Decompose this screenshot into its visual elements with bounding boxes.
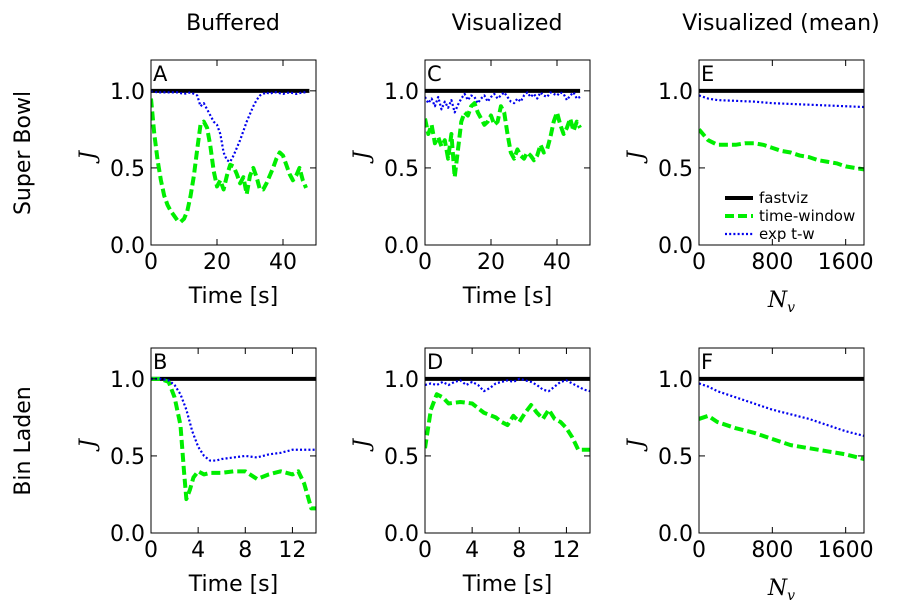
plot-frame	[424, 59, 591, 246]
y-tick-label: 1.0	[658, 80, 693, 105]
y-axis-label: J	[350, 150, 375, 164]
x-tick-label: 12	[278, 538, 306, 563]
y-axis-label: J	[76, 438, 101, 452]
x-axis-label: Time [s]	[188, 572, 278, 597]
y-tick-label: 0.0	[384, 522, 419, 547]
x-tick-label: 0	[418, 250, 432, 275]
y-tick-label: 0.0	[384, 234, 419, 259]
plot-frame	[698, 347, 865, 534]
y-axis-label: J	[624, 150, 649, 164]
panel-d: 0 4 8 12 0.0 0.5 1.0 D J Time [s]	[350, 347, 591, 597]
x-tick-label: 0	[144, 538, 158, 563]
series-group	[151, 88, 310, 224]
x-tick-label: 20	[203, 250, 231, 275]
column-title-visualized: Visualized	[452, 11, 563, 36]
x-tick-label: 40	[269, 250, 297, 275]
y-axis-label: J	[350, 438, 375, 452]
series-line-exp-t-w	[425, 377, 590, 393]
row-title-bin-laden: Bin Laden	[11, 386, 36, 495]
series-line-exp-t-w	[151, 89, 307, 163]
series-group	[425, 88, 582, 180]
panel-letter: F	[701, 350, 713, 374]
y-axis-label: J	[76, 150, 101, 164]
x-tick-label: 20	[477, 250, 505, 275]
x-tick-label: 800	[751, 538, 793, 563]
x-tick-label: 0	[692, 250, 706, 275]
y-tick-label: 0.5	[110, 445, 145, 470]
x-tick-label: 4	[465, 538, 479, 563]
x-tick-label: 8	[512, 538, 526, 563]
y-tick-label: 1.0	[384, 368, 419, 393]
row-title-super-bowl: Super Bowl	[11, 91, 36, 215]
panel-letter: E	[701, 62, 714, 86]
panel-e: 0 800 1600 0.0 0.5 1.0 E J Nv fastviztime-windowe…	[624, 59, 874, 316]
y-tick-label: 0.5	[658, 157, 693, 182]
legend-label-fastviz: fastviz	[759, 189, 808, 207]
x-tick-label: 4	[191, 538, 205, 563]
panel-letter: C	[427, 62, 442, 86]
y-tick-label: 0.5	[384, 157, 419, 182]
y-tick-label: 0.5	[110, 157, 145, 182]
x-axis-label: Nv	[767, 288, 795, 316]
legend-label-time-window: time-window	[759, 207, 855, 225]
panel-letter: D	[427, 350, 443, 374]
y-tick-label: 0.0	[110, 522, 145, 547]
panel-a: 0 20 40 0.0 0.5 1.0 A J Time [s]	[76, 59, 317, 309]
x-tick-label: 40	[543, 250, 571, 275]
series-group	[699, 88, 864, 172]
y-tick-label: 0.0	[658, 234, 693, 259]
series-line-exp-t-w	[699, 94, 864, 109]
series-line-exp-t-w	[425, 91, 581, 114]
x-tick-label: 1600	[818, 250, 874, 275]
panel-letter: B	[153, 350, 167, 374]
panel-f: 0 800 1600 0.0 0.5 1.0 F J Nv	[624, 347, 874, 600]
x-tick-label: 0	[418, 538, 432, 563]
x-axis-label: Nv	[767, 576, 795, 600]
panel-c: 0 20 40 0.0 0.5 1.0 C J Time [s]	[350, 59, 591, 309]
x-tick-label: 8	[238, 538, 252, 563]
panel-b: 0 4 8 12 0.0 0.5 1.0 B J Time [s]	[76, 347, 317, 597]
y-tick-label: 1.0	[110, 368, 145, 393]
plot-frame	[150, 59, 317, 246]
x-axis-label: Time [s]	[462, 284, 552, 309]
series-line-exp-t-w	[699, 382, 864, 437]
panel-letter: A	[153, 62, 168, 86]
y-tick-label: 0.0	[658, 522, 693, 547]
y-tick-label: 1.0	[110, 80, 145, 105]
plot-frame	[698, 59, 865, 246]
plot-frame	[150, 347, 317, 534]
series-line-time-window	[699, 413, 864, 461]
series-group	[151, 376, 316, 511]
series-line-time-window	[425, 101, 582, 180]
legend-label-exp-t-w: exp t-w	[759, 225, 815, 243]
x-tick-label: 1600	[818, 538, 874, 563]
column-title-buffered: Buffered	[186, 11, 280, 36]
series-line-time-window	[151, 376, 316, 511]
series-group	[699, 376, 864, 461]
column-title-visualized-mean: Visualized (mean)	[682, 11, 879, 36]
x-tick-label: 12	[552, 538, 580, 563]
x-tick-label: 0	[692, 538, 706, 563]
y-tick-label: 0.0	[110, 234, 145, 259]
y-tick-label: 1.0	[384, 80, 419, 105]
series-group	[425, 376, 590, 452]
series-line-time-window	[699, 128, 864, 172]
y-tick-label: 0.5	[658, 445, 693, 470]
x-axis-label: Time [s]	[462, 572, 552, 597]
series-line-exp-t-w	[151, 377, 316, 462]
y-tick-label: 1.0	[658, 368, 693, 393]
plot-frame	[424, 347, 591, 534]
x-tick-label: 800	[751, 250, 793, 275]
series-line-time-window	[151, 98, 308, 224]
y-axis-label: J	[624, 438, 649, 452]
x-tick-label: 0	[144, 250, 158, 275]
y-tick-label: 0.5	[384, 445, 419, 470]
series-line-time-window	[425, 392, 590, 452]
x-axis-label: Time [s]	[188, 284, 278, 309]
